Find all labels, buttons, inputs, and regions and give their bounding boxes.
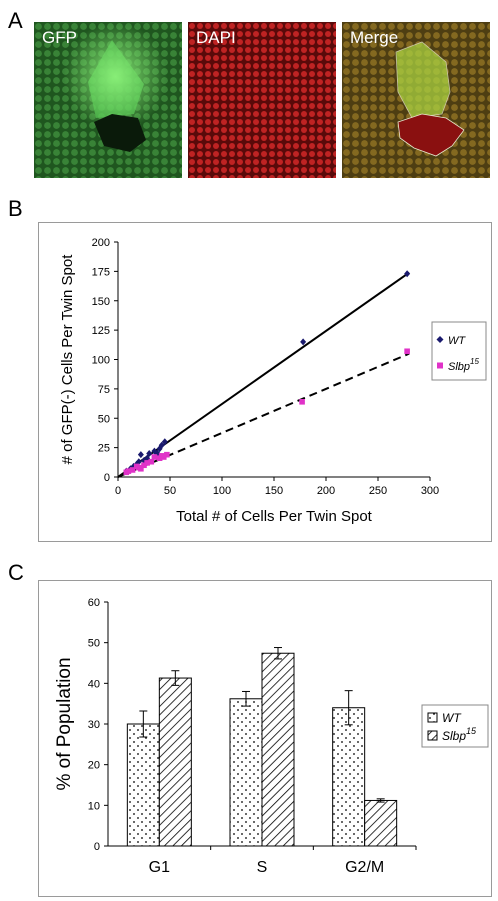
dapi-label: DAPI xyxy=(196,28,236,47)
merge-label: Merge xyxy=(350,28,399,47)
slbp-point xyxy=(141,462,147,469)
category-label: S xyxy=(257,859,268,876)
slbp-point xyxy=(129,467,136,473)
y-axis-label: # of GFP(-) Cells Per Twin Spot xyxy=(59,254,76,465)
x-tick-label: 150 xyxy=(265,485,283,497)
slbp-bar xyxy=(364,799,398,847)
legend-series-label: Slbp15 xyxy=(448,357,479,373)
slbp-bar xyxy=(158,677,192,847)
y-axis-label: % of Population xyxy=(54,657,75,790)
x-tick-label: 50 xyxy=(164,485,176,497)
slbp-point xyxy=(125,468,132,474)
y-tick-label: 150 xyxy=(92,296,110,308)
panel-a-letter: A xyxy=(8,8,23,33)
legend-wt-marker xyxy=(436,336,444,343)
y-tick-label: 60 xyxy=(88,597,100,609)
wt-point xyxy=(135,458,142,466)
merge-micrograph: Merge xyxy=(342,22,490,178)
y-tick-label: 200 xyxy=(92,237,110,249)
legend-swatch xyxy=(427,712,438,723)
wt-point xyxy=(158,441,165,449)
slbp-point xyxy=(404,348,410,355)
slbp-point xyxy=(138,465,144,472)
merge-image xyxy=(342,22,490,178)
wt-point xyxy=(404,270,411,278)
y-tick-label: 125 xyxy=(92,325,110,337)
x-tick-label: 0 xyxy=(115,485,121,497)
x-tick-label: 300 xyxy=(421,485,439,497)
slbp-point xyxy=(160,454,167,460)
x-tick-label: 200 xyxy=(317,485,335,497)
y-tick-label: 0 xyxy=(104,472,110,484)
legend-series-label: WT xyxy=(448,335,466,347)
slbp-point xyxy=(148,458,155,465)
wt-point xyxy=(137,451,144,459)
scatter-legend: WT Slbp15 xyxy=(431,321,487,381)
legend-slbp-marker xyxy=(437,362,443,369)
legend-swatch xyxy=(427,730,438,741)
slbp-point xyxy=(151,454,158,460)
gfp-image xyxy=(34,22,182,178)
category-label: G2/M xyxy=(345,859,384,876)
y-tick-label: 20 xyxy=(88,760,100,772)
gfp-micrograph: GFP xyxy=(34,22,182,178)
wt-point xyxy=(300,338,307,346)
scatter-chart-frame xyxy=(38,222,492,542)
wt-bar xyxy=(229,698,263,847)
scatter-chart: 0 25 50 75 100 125 150 175 200 0 50 100 150 200 250 300… xyxy=(59,237,487,525)
y-tick-label: 25 xyxy=(98,443,110,455)
legend-series-label: Slbp15 xyxy=(442,726,477,743)
x-tick-label: 250 xyxy=(369,485,387,497)
gfp-label: GFP xyxy=(42,28,77,47)
dapi-image xyxy=(188,22,336,178)
panel-c-letter: C xyxy=(8,560,24,585)
legend-series-label: WT xyxy=(442,711,462,725)
x-axis-label: Total # of Cells Per Twin Spot xyxy=(176,508,372,525)
y-tick-label: 50 xyxy=(88,638,100,650)
y-tick-label: 175 xyxy=(92,266,110,278)
dapi-micrograph: DAPI xyxy=(188,22,336,178)
slbp-point xyxy=(299,399,305,405)
y-tick-label: 0 xyxy=(94,841,100,853)
wt-bar xyxy=(332,707,366,847)
y-tick-label: 50 xyxy=(98,413,110,425)
x-tick-label: 100 xyxy=(213,485,231,497)
slbp-bar xyxy=(261,652,295,847)
scatter-legend-box xyxy=(431,321,487,381)
y-tick-label: 40 xyxy=(88,678,100,690)
category-label: G1 xyxy=(149,859,170,876)
y-tick-label: 30 xyxy=(88,719,100,731)
y-tick-label: 75 xyxy=(98,384,110,396)
wt-point xyxy=(161,438,168,446)
wt-bar xyxy=(126,723,160,847)
panel-b-letter: B xyxy=(8,196,23,221)
slbp-point xyxy=(164,451,170,458)
wt-point xyxy=(146,450,153,457)
y-tick-label: 10 xyxy=(88,800,100,812)
y-tick-label: 100 xyxy=(92,355,110,367)
slbp-point xyxy=(144,460,150,466)
bar-chart: 0 10 20 30 40 50 60 % of Population G1 S G2/M WTSlb… xyxy=(54,597,489,876)
